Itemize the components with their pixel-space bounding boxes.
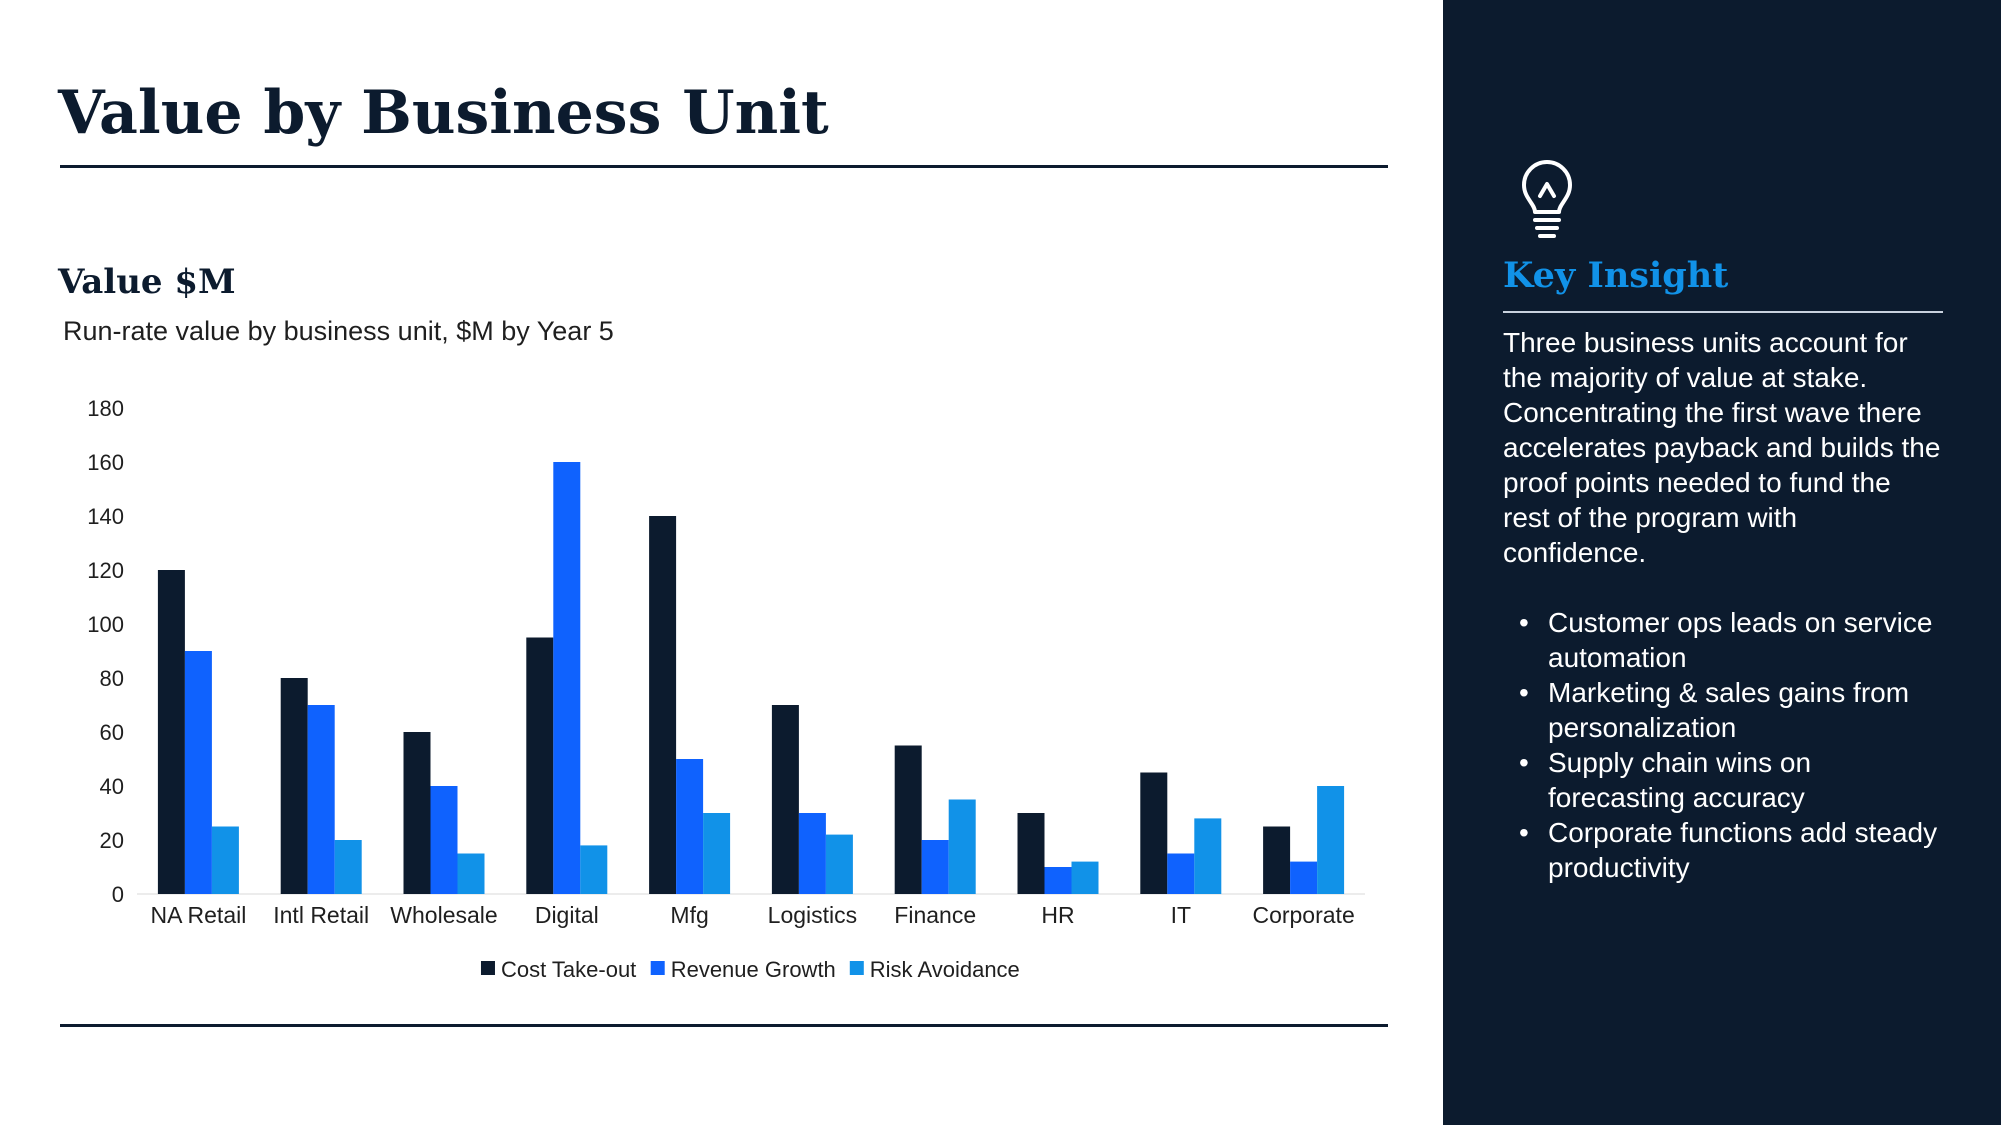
bar	[280, 678, 308, 894]
legend-label: Risk Avoidance	[870, 957, 1020, 982]
bar	[676, 759, 704, 894]
bar	[1290, 861, 1318, 894]
title-divider	[60, 165, 1388, 168]
bar	[307, 705, 335, 894]
bar	[649, 516, 677, 894]
x-tick-label: NA Retail	[150, 902, 246, 928]
bar	[430, 786, 458, 894]
x-tick-label: Corporate	[1252, 902, 1354, 928]
bar	[771, 705, 799, 894]
legend-swatch	[650, 961, 665, 975]
insight-bullet: Marketing & sales gains from personaliza…	[1503, 675, 1943, 745]
bar	[1140, 772, 1168, 894]
bar	[403, 732, 431, 894]
bar	[948, 799, 976, 894]
bar	[703, 813, 731, 894]
chart-title: Value $M	[58, 262, 236, 302]
chart-subtitle: Run-rate value by business unit, $M by Y…	[63, 316, 614, 346]
bar	[1017, 813, 1045, 894]
x-tick-label: HR	[1041, 902, 1074, 928]
bar	[184, 651, 212, 894]
legend-swatch	[480, 961, 495, 975]
y-tick-label: 80	[100, 666, 124, 691]
y-tick-label: 100	[87, 612, 124, 637]
insight-title: Key Insight	[1503, 255, 1729, 296]
bar	[1167, 853, 1195, 894]
insight-divider	[1503, 311, 1943, 313]
footer-divider	[60, 1024, 1388, 1027]
bar	[1317, 786, 1345, 894]
bar	[457, 853, 485, 894]
x-tick-label: Digital	[535, 902, 599, 928]
bar	[1044, 867, 1072, 894]
y-tick-label: 120	[87, 558, 124, 583]
insight-bullet: Supply chain wins on forecasting accurac…	[1503, 745, 1943, 815]
y-tick-label: 180	[87, 396, 124, 421]
insight-bullet: Customer ops leads on service automation	[1503, 605, 1943, 675]
x-tick-label: Logistics	[768, 902, 857, 928]
x-tick-label: Intl Retail	[273, 902, 369, 928]
slide-title: Value by Business Unit	[58, 78, 829, 148]
x-tick-label: Finance	[894, 902, 976, 928]
legend-label: Cost Take-out	[501, 957, 636, 982]
insight-body: Three business units account for the maj…	[1503, 327, 1941, 568]
x-tick-label: Mfg	[670, 902, 708, 928]
legend-label: Revenue Growth	[671, 957, 836, 982]
y-tick-label: 160	[87, 450, 124, 475]
x-tick-label: IT	[1171, 902, 1191, 928]
bar	[526, 637, 554, 894]
bar	[157, 570, 185, 894]
bar	[334, 840, 362, 894]
bar	[580, 845, 608, 894]
bar	[1194, 818, 1222, 894]
y-tick-label: 60	[100, 720, 124, 745]
insight-bullets: Customer ops leads on service automation…	[1503, 605, 1943, 885]
y-tick-label: 40	[100, 774, 124, 799]
bar	[825, 834, 853, 894]
y-tick-label: 20	[100, 828, 124, 853]
x-tick-label: Wholesale	[390, 902, 497, 928]
bar	[798, 813, 826, 894]
bar	[553, 462, 581, 894]
bar	[211, 826, 239, 894]
insight-bullet: Corporate functions add steady productiv…	[1503, 815, 1943, 885]
legend-swatch	[849, 961, 864, 975]
bar	[894, 745, 922, 894]
lightbulb-icon	[1522, 160, 1572, 238]
bar	[1263, 826, 1291, 894]
bar	[921, 840, 949, 894]
y-tick-label: 140	[87, 504, 124, 529]
bar	[1071, 861, 1099, 894]
y-tick-label: 0	[112, 882, 124, 907]
insight-panel	[1443, 0, 2001, 1125]
